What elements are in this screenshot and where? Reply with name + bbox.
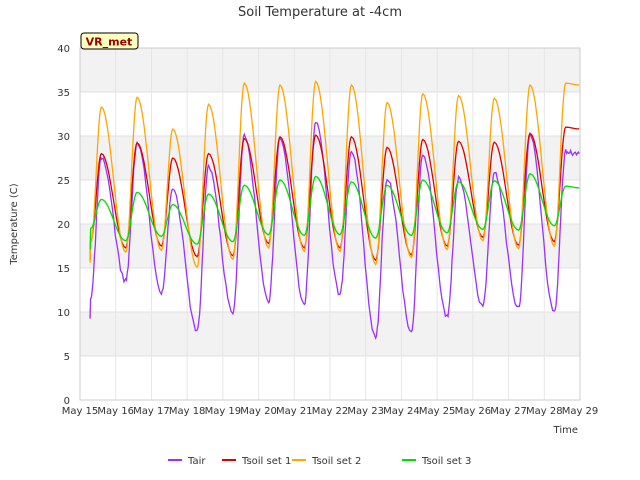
x-tick-label: May 27	[490, 406, 527, 417]
x-axis-ticks: May 15 May 16 May 17 May 18 May 19 May 20 May …	[62, 406, 599, 417]
x-tick-label: May 23	[347, 406, 384, 417]
legend-label: Tsoil set 2	[311, 456, 361, 467]
y-tick-label: 0	[64, 396, 70, 407]
x-tick-label: May 17	[133, 406, 170, 417]
legend-label: Tsoil set 1	[241, 456, 291, 467]
x-axis-label: Time	[553, 425, 578, 436]
y-tick-label: 20	[57, 220, 70, 231]
x-tick-label: May 26	[455, 406, 492, 417]
station-badge-box	[80, 32, 139, 50]
x-tick-label: May 18	[169, 406, 206, 417]
y-axis-ticks: 0 5 10 15 20 25 30 35 40	[57, 44, 70, 407]
legend-label: Tsoil set 3	[421, 456, 471, 467]
y-tick-label: 5	[64, 352, 70, 363]
y-tick-label: 15	[57, 264, 70, 275]
y-tick-label: 30	[57, 132, 70, 143]
x-tick-label: May 16	[97, 406, 134, 417]
x-tick-label: May 28	[526, 406, 563, 417]
x-tick-label: May 15	[62, 406, 99, 417]
y-tick-label: 35	[57, 88, 70, 99]
plot-frame	[79, 47, 581, 401]
station-badge: VR_met	[80, 32, 139, 50]
x-tick-label: May 20	[240, 406, 277, 417]
x-tick-label: May 19	[205, 406, 242, 417]
x-tick-label: May 22	[312, 406, 349, 417]
x-tick-label: May 21	[276, 406, 313, 417]
x-tick-label: May 29	[562, 406, 599, 417]
series-line-tsoil-set-2	[89, 80, 580, 269]
legend-label: Tair	[187, 456, 206, 467]
y-axis-label: Temperature (C)	[9, 183, 20, 265]
station-badge-text: VR_met	[86, 36, 133, 49]
legend: Tair Tsoil set 1 Tsoil set 2 Tsoil set 3	[168, 456, 471, 467]
chart-title: Soil Temperature at -4cm	[238, 5, 402, 20]
x-tick-label: May 25	[419, 406, 456, 417]
y-tick-label: 10	[57, 308, 70, 319]
y-tick-label: 25	[57, 176, 70, 187]
x-tick-label: May 24	[383, 406, 420, 417]
series-lines	[89, 80, 580, 341]
y-tick-label: 40	[57, 44, 70, 55]
series-line-tsoil-set-3	[89, 173, 580, 250]
